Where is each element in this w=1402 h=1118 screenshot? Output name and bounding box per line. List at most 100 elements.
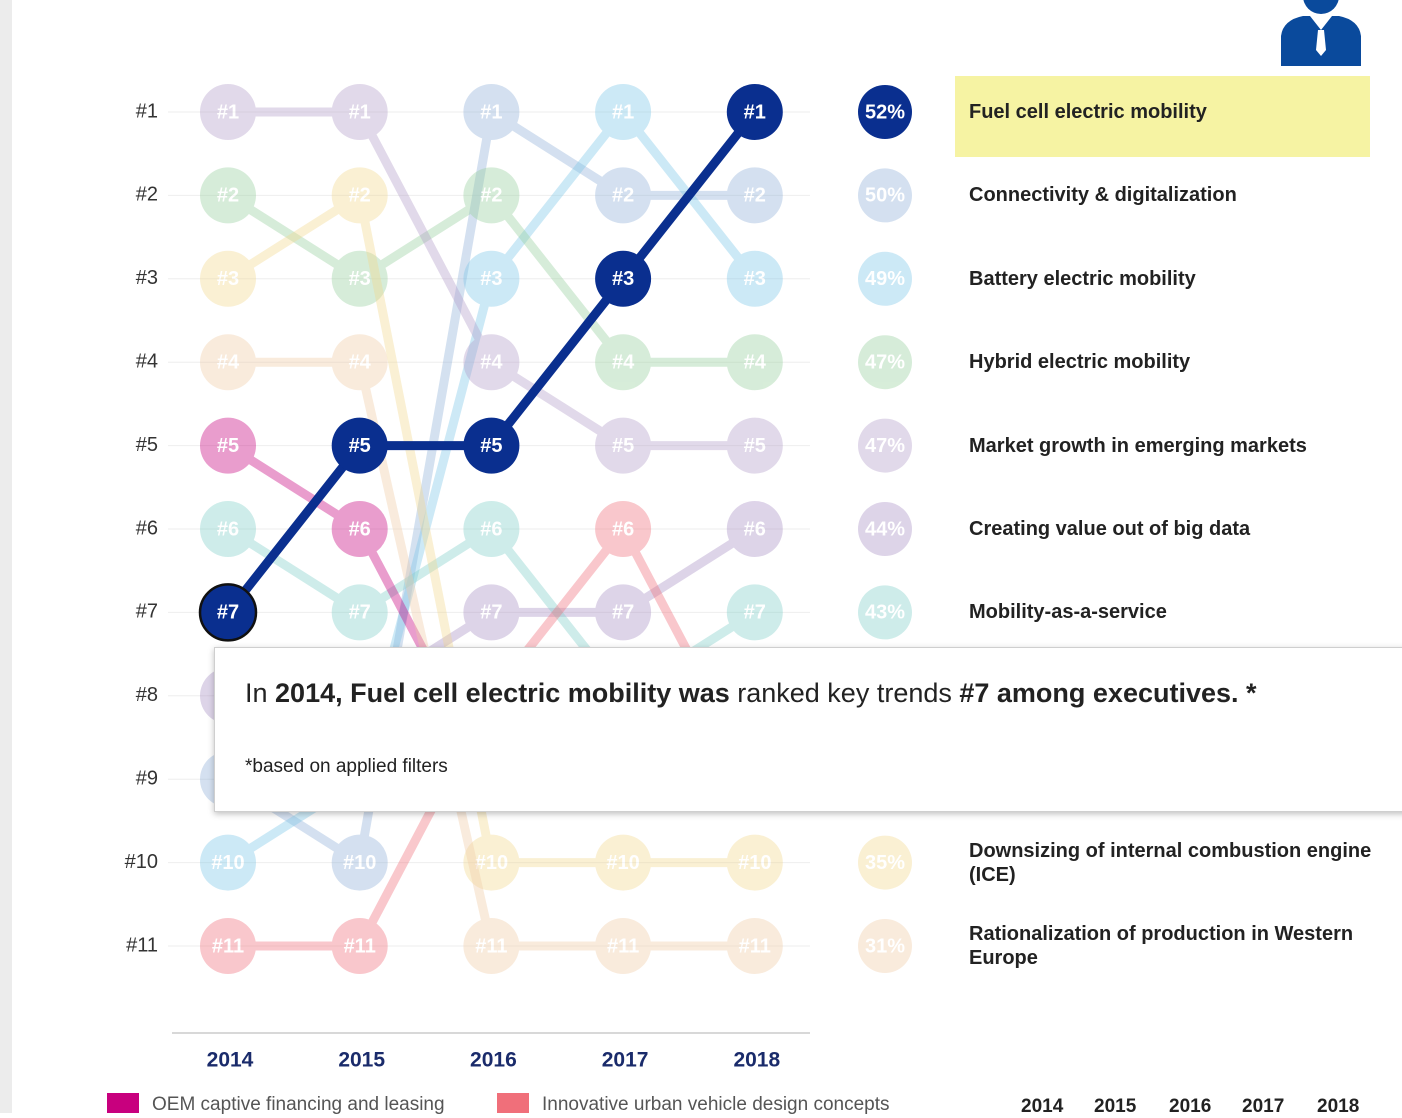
rank-label: #11 (344, 935, 376, 957)
share: 31% (858, 919, 912, 973)
trend-label[interactable]: Connectivity & digitalization (969, 184, 1237, 207)
person-icon (1281, 0, 1361, 66)
rank-label: #11 (212, 935, 244, 957)
share-badge (858, 919, 912, 973)
rank-label: #10 (606, 852, 639, 874)
rank-node (726, 918, 783, 974)
rank-label: #2 (744, 185, 766, 207)
filter-year[interactable]: 2014 (1021, 1096, 1064, 1117)
share-label: 47% (865, 435, 905, 457)
rank-label: #2 (217, 185, 239, 207)
y-tick-label: #9 (136, 767, 158, 789)
y-tick-label: #6 (136, 517, 158, 539)
rank-node (200, 918, 256, 974)
share: 49% (858, 251, 912, 306)
trend-label[interactable]: Fuel cell electric mobility (969, 101, 1207, 123)
rank-node (198, 583, 258, 642)
tooltip-part: 2014, Fuel cell electric mobility was (275, 678, 730, 708)
trend-label[interactable]: Mobility-as-a-service (969, 601, 1167, 624)
trend-label[interactable]: Rationalization of production in Western… (969, 923, 1354, 969)
series: #3 #2 #10 #10 #10 (200, 167, 783, 891)
y-tick-label: #10 (125, 851, 158, 873)
trend-label[interactable]: Market growth in emerging markets (969, 434, 1307, 457)
rank-node (331, 250, 388, 307)
rank-label: #11 (739, 935, 771, 957)
rank-node (200, 167, 256, 224)
y-tick-label: #2 (136, 184, 158, 206)
rank-label: #10 (738, 852, 771, 874)
share-badge (858, 251, 912, 306)
share-badge (858, 168, 912, 223)
rank-node (200, 501, 256, 557)
rank-node (331, 417, 388, 474)
rank-label: #3 (349, 268, 371, 290)
legend-label[interactable]: Innovative urban vehicle design concepts (542, 1094, 890, 1115)
highlight-box (955, 76, 1370, 157)
rank-label: #6 (217, 518, 239, 540)
rank-node (726, 834, 783, 891)
series-line (228, 107, 755, 451)
share-label: 50% (865, 185, 905, 207)
rank-label: #2 (480, 185, 502, 207)
rank-node (463, 834, 520, 891)
trend-labels: Connectivity & digitalization Battery ele… (969, 0, 1371, 1113)
rank-node (463, 334, 520, 391)
tooltip-text: In 2014, Fuel cell electric mobility was… (245, 678, 1257, 709)
x-tick-label: 2016 (470, 1049, 517, 1072)
filter-year[interactable]: 2015 (1094, 1096, 1137, 1117)
rank-node (463, 501, 520, 557)
share-label: 35% (865, 852, 905, 874)
rank-node (595, 501, 652, 557)
rank-label: #1 (349, 101, 371, 123)
tooltip-part: #7 among executives. * (959, 678, 1257, 708)
rank-label: #2 (349, 185, 371, 207)
rank-node (595, 250, 652, 307)
legend-label[interactable]: OEM captive financing and leasing (152, 1094, 445, 1115)
rank-label: #4 (217, 351, 240, 373)
rank-node (331, 84, 388, 140)
trend-label[interactable]: Battery electric mobility (969, 267, 1196, 290)
rank-node (200, 334, 256, 391)
share-badge (858, 85, 912, 139)
rank-label: #4 (349, 351, 372, 373)
rank-node (595, 918, 652, 974)
share-badge (858, 585, 912, 640)
rank-node (200, 417, 256, 474)
share: 44% (858, 502, 912, 556)
trend-label[interactable]: Downsizing of internal combustion engine… (969, 839, 1371, 886)
filter-year[interactable]: 2018 (1317, 1096, 1360, 1117)
rank-label: #7 (744, 602, 766, 624)
rank-label: #7 (217, 602, 239, 624)
rank-node (726, 334, 783, 391)
rank-node (200, 250, 256, 307)
tooltip-part: In (245, 678, 276, 708)
rank-label: #1 (612, 101, 634, 123)
tooltip-note: *based on applied filters (245, 756, 448, 777)
y-tick-label: #11 (126, 934, 158, 956)
filter-year[interactable]: 2017 (1242, 1096, 1285, 1117)
rank-node (331, 501, 388, 557)
rank-node (595, 84, 652, 140)
x-tick-label: 2017 (602, 1049, 649, 1072)
rank-label: #11 (607, 935, 639, 957)
x-tick-label: 2015 (338, 1049, 385, 1072)
filter-year[interactable]: 2016 (1169, 1096, 1212, 1117)
rank-label: #5 (480, 435, 502, 457)
rank-node (331, 167, 388, 224)
trend-label[interactable]: Creating value out of big data (969, 518, 1251, 540)
series-line (228, 357, 755, 951)
rank-node (463, 167, 520, 224)
rank-label: #10 (475, 852, 508, 874)
rank-node (595, 334, 652, 391)
rank-label: #11 (475, 935, 507, 957)
rank-node (463, 84, 520, 140)
rank-label: #3 (217, 268, 239, 290)
legend-swatch (497, 1093, 529, 1113)
share-badge (858, 835, 912, 890)
rank-node (595, 834, 652, 891)
share-badge (858, 335, 912, 390)
tooltip-part: ranked key trends (729, 678, 960, 708)
rank-label: #10 (343, 852, 376, 874)
trend-label[interactable]: Hybrid electric mobility (969, 351, 1191, 374)
series: #10#9#3#1#3 (200, 84, 783, 891)
